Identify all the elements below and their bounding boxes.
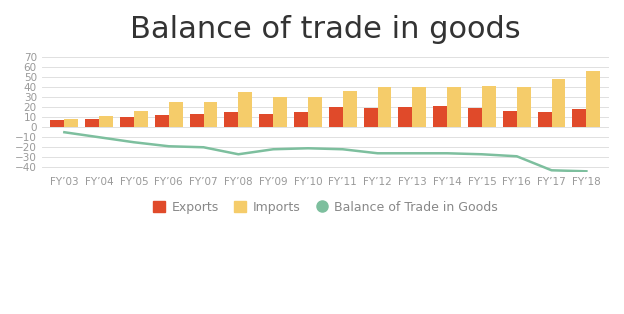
Bar	[99, 116, 113, 127]
Bar	[587, 71, 600, 127]
Bar	[203, 102, 218, 127]
Bar	[190, 114, 203, 127]
Bar	[412, 87, 426, 127]
Bar	[259, 114, 273, 127]
Bar	[482, 86, 496, 127]
Bar	[155, 115, 168, 127]
Bar	[378, 87, 391, 127]
Bar	[399, 107, 412, 127]
Bar	[433, 106, 447, 127]
Bar	[343, 91, 357, 127]
Legend: Exports, Imports, Balance of Trade in Goods: Exports, Imports, Balance of Trade in Go…	[149, 197, 502, 218]
Bar	[308, 97, 322, 127]
Bar	[572, 109, 587, 127]
Bar	[294, 112, 308, 127]
Bar	[225, 112, 238, 127]
Bar	[364, 108, 378, 127]
Bar	[134, 111, 148, 127]
Bar	[85, 119, 99, 127]
Bar	[64, 119, 78, 127]
Bar	[238, 92, 252, 127]
Bar	[51, 120, 64, 127]
Bar	[552, 79, 565, 127]
Bar	[329, 107, 343, 127]
Bar	[468, 108, 482, 127]
Bar	[273, 97, 287, 127]
Bar	[503, 111, 517, 127]
Bar	[168, 102, 183, 127]
Bar	[447, 87, 461, 127]
Bar	[120, 117, 134, 127]
Bar	[517, 87, 530, 127]
Bar	[538, 112, 552, 127]
Title: Balance of trade in goods: Balance of trade in goods	[130, 15, 520, 44]
